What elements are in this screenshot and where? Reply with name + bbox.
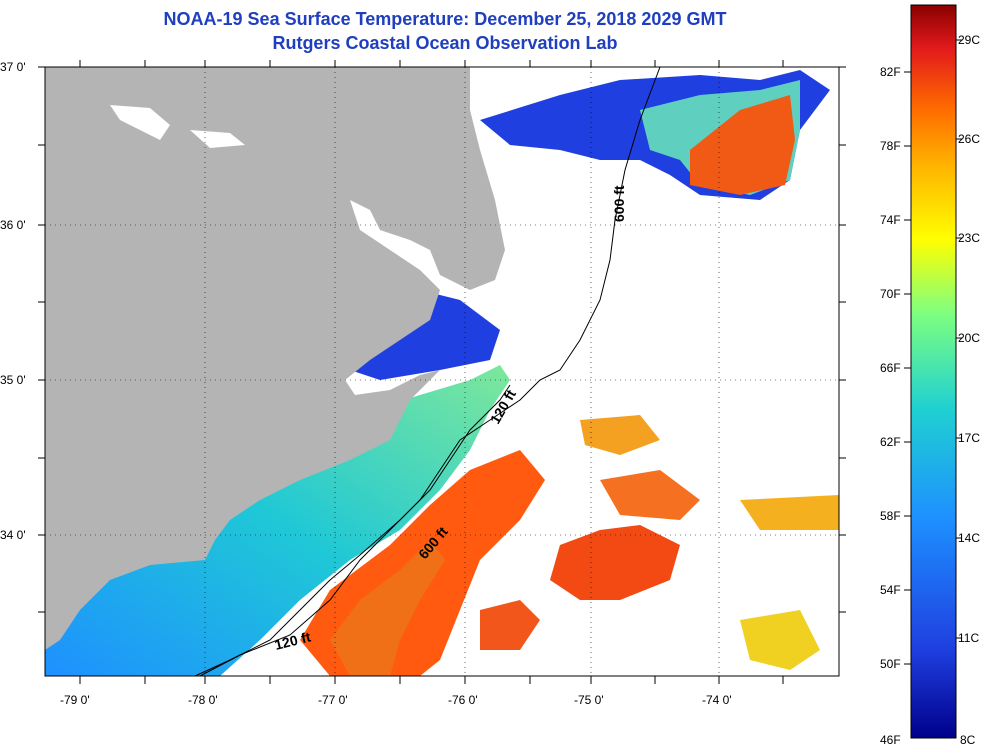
- warm-patch: [580, 415, 660, 455]
- shelf-water: [45, 365, 510, 676]
- colorbar-c-label: 17C: [958, 431, 981, 445]
- lon-ticks: [79, 60, 784, 684]
- map-frame: [44, 66, 840, 677]
- warm-water-core: [330, 540, 445, 676]
- lat-label: 35 0': [0, 373, 26, 387]
- warm-patch: [740, 495, 839, 530]
- lon-label: -78 0': [188, 693, 218, 707]
- colorbar-c-label: 8C: [960, 733, 976, 747]
- lon-label: -75 0': [574, 693, 604, 707]
- contour-120ft: [194, 384, 511, 677]
- colorbar-f-label: 78F: [880, 139, 901, 153]
- warm-water-northeast: [690, 95, 795, 195]
- colorbar-c-label: 23C: [958, 231, 981, 245]
- land-mass: [45, 67, 505, 650]
- colorbar-f-label: 66F: [880, 361, 901, 375]
- colorbar-f-label: 50F: [880, 657, 901, 671]
- lake: [190, 130, 245, 148]
- lake: [110, 105, 170, 140]
- map-title: NOAA-19 Sea Surface Temperature: Decembe…: [163, 9, 727, 29]
- colorbar-c-label: 26C: [958, 132, 981, 146]
- lon-label: -77 0': [318, 693, 348, 707]
- colorbar-ticks: [904, 39, 962, 665]
- warm-patch: [600, 470, 700, 520]
- lat-label: 36 0': [0, 218, 26, 232]
- colorbar-f-label: 70F: [880, 287, 901, 301]
- colorbar-c-label: 20C: [958, 331, 981, 345]
- colorbar-c-label: 29C: [958, 33, 981, 47]
- lat-label: 37 0': [0, 60, 26, 74]
- colorbar: [910, 4, 957, 739]
- lon-label: -79 0': [60, 693, 90, 707]
- warm-patch: [550, 525, 680, 600]
- contour-label-600ft-north: 600 ft: [611, 185, 627, 222]
- colorbar-f-label: 58F: [880, 509, 901, 523]
- contour-600ft: [199, 66, 661, 677]
- colorbar-f-label: 82F: [880, 65, 901, 79]
- colorbar-c-label: 14C: [958, 531, 981, 545]
- colorbar-c-label: 11C: [958, 631, 980, 645]
- lat-label: 34 0': [0, 528, 26, 542]
- colorbar-f-label: 74F: [880, 213, 901, 227]
- warm-patch: [740, 610, 820, 670]
- lon-label: -76 0': [448, 693, 478, 707]
- warm-patch: [480, 600, 540, 650]
- lon-label: -74 0': [702, 693, 732, 707]
- map-subtitle: Rutgers Coastal Ocean Observation Lab: [272, 33, 618, 53]
- lat-ticks: [38, 66, 846, 613]
- colorbar-f-label: 46F: [880, 733, 901, 747]
- colorbar-f-label: 62F: [880, 435, 901, 449]
- colorbar-f-label: 54F: [880, 583, 901, 597]
